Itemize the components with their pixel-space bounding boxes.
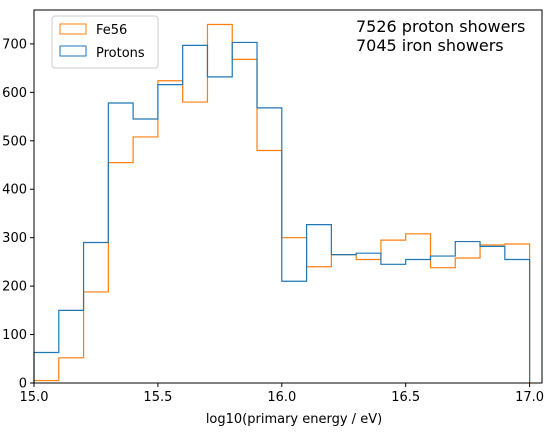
- y-tick-label: 700: [2, 37, 27, 52]
- annotation-proton-showers: 7526 proton showers: [356, 17, 525, 36]
- legend-label-protons: Protons: [96, 46, 145, 61]
- y-tick-label: 500: [2, 134, 27, 149]
- x-tick-label: 16.0: [267, 390, 296, 405]
- series-layer: [33, 23, 531, 383]
- y-tick-label: 100: [2, 328, 27, 343]
- y-tick-label: 600: [2, 86, 27, 101]
- x-tick-label: 17.0: [515, 390, 544, 405]
- annotation-iron-showers: 7045 iron showers: [356, 36, 504, 55]
- y-tick-label: 0: [19, 377, 27, 392]
- y-tick-label: 400: [2, 183, 27, 198]
- legend-box: [51, 15, 159, 69]
- legend-swatch-protons: [59, 45, 87, 57]
- x-tick-label: 15.0: [20, 390, 49, 405]
- series-protons-step: [33, 41, 531, 383]
- x-tick-label: 16.5: [391, 390, 420, 405]
- legend: Fe56 Protons: [51, 15, 159, 69]
- x-axis-ticks: 15.0 15.5 16.0 16.5 17.0: [20, 383, 544, 405]
- x-tick-label: 15.5: [143, 390, 172, 405]
- x-axis-label: log10(primary energy / eV): [206, 412, 382, 427]
- legend-swatch-fe56: [59, 23, 87, 35]
- y-tick-label: 300: [2, 231, 27, 246]
- legend-label-fe56: Fe56: [96, 23, 127, 38]
- axes-layer: [33, 9, 543, 384]
- y-tick-label: 200: [2, 280, 27, 295]
- y-axis-ticks: 0 100 200 300 400 500 600 700: [2, 37, 34, 392]
- plot-frame: [33, 9, 543, 384]
